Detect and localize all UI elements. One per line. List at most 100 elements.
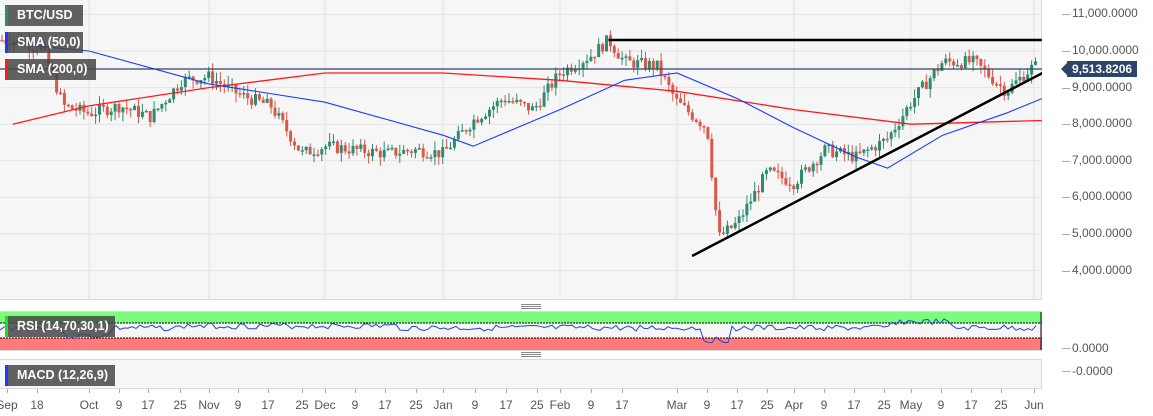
time-axis-tick [37, 389, 38, 393]
rsi-canvas[interactable] [0, 0, 1042, 416]
time-axis-label: Jun [1024, 398, 1044, 412]
rsi-axis-tick [1062, 348, 1070, 349]
legend-instrument[interactable]: BTC/USD [5, 5, 83, 26]
macd-pane-resize-handle[interactable] [521, 352, 541, 357]
time-axis-label: 25 [173, 398, 187, 412]
legend-sma200[interactable]: SMA (200,0) [5, 59, 96, 80]
time-axis-tick [794, 389, 795, 393]
time-axis-label: 9 [234, 398, 242, 412]
time-axis-label: 18 [30, 398, 44, 412]
time-axis-tick [560, 389, 561, 393]
time-axis-tick [911, 389, 912, 393]
macd-pane[interactable] [0, 359, 1042, 389]
price-axis-tick [1062, 270, 1070, 272]
price-axis-tick [1062, 197, 1070, 199]
price-axis-label: 8,000.0000 [1072, 116, 1133, 131]
time-axis-tick [325, 389, 326, 393]
time-axis-tick [537, 389, 538, 393]
time-axis-label: 17 [261, 398, 275, 412]
sma50-label: SMA (50,0) [17, 35, 81, 49]
time-axis-label: 17 [847, 398, 861, 412]
time-axis-label: Dec [314, 398, 336, 412]
time-axis-label: May [899, 398, 923, 412]
time-axis-tick [119, 389, 120, 393]
time-axis-label: Oct [79, 398, 99, 412]
legend-sma50[interactable]: SMA (50,0) [5, 32, 83, 53]
time-axis-tick [767, 389, 768, 393]
price-axis-label: 10,000.0000 [1072, 43, 1139, 57]
time-axis-tick [209, 389, 210, 393]
time-axis-tick [737, 389, 738, 393]
time-axis-label: 17 [615, 398, 629, 412]
time-axis-tick [443, 389, 444, 393]
time-axis-label: Jan [433, 398, 453, 412]
instrument-label: BTC/USD [17, 8, 73, 22]
time-axis-tick [238, 389, 239, 393]
legend-rsi[interactable]: RSI (14,70,30,1) [5, 316, 115, 337]
price-axis-label: 11,000.0000 [1072, 6, 1138, 21]
time-axis-tick [302, 389, 303, 393]
time-axis-label: 9 [351, 398, 359, 412]
price-axis-tick [1062, 87, 1070, 89]
price-axis-tick [1062, 14, 1070, 16]
time-axis-label: 9 [471, 398, 479, 412]
sma200-color-marker [5, 59, 8, 80]
time-axis-tick [180, 389, 181, 393]
time-axis-label: 17 [378, 398, 392, 412]
price-axis-label: 6,000.0000 [1072, 189, 1133, 204]
sma50-color-marker [5, 32, 8, 53]
time-axis-tick [707, 389, 708, 393]
rsi-label: RSI (14,70,30,1) [17, 319, 109, 333]
time-axis-tick [824, 389, 825, 393]
time-axis-label: 25 [877, 398, 891, 412]
time-axis-tick [416, 389, 417, 393]
time-axis-label: Nov [198, 398, 220, 412]
rsi-color-marker [5, 316, 8, 337]
time-axis-label: Sep [0, 398, 18, 412]
price-axis-label: 7,000.0000 [1072, 152, 1133, 167]
time-axis-tick [1034, 389, 1035, 393]
time-axis-tick [268, 389, 269, 393]
time-axis-tick [89, 389, 90, 393]
time-axis-tick [677, 389, 678, 393]
time-axis-tick [355, 389, 356, 393]
time-axis-label: 17 [141, 398, 155, 412]
legend-macd[interactable]: MACD (12,26,9) [5, 365, 115, 386]
rsi-pane-resize-handle[interactable] [521, 304, 541, 309]
rsi-axis-label: 0.0000 [1072, 341, 1109, 355]
sma200-label: SMA (200,0) [17, 62, 88, 76]
time-axis-label: 25 [530, 398, 544, 412]
time-axis-label: 9 [937, 398, 945, 412]
instrument-color-marker [5, 5, 8, 26]
time-axis-tick [475, 389, 476, 393]
macd-axis-label: -0.0000 [1072, 364, 1113, 378]
price-axis-label: 9,000.0000 [1072, 79, 1133, 94]
time-axis-label: Feb [549, 398, 571, 412]
price-axis-tick [1062, 51, 1070, 52]
time-axis-label: 25 [760, 398, 774, 412]
time-axis-label: 25 [295, 398, 309, 412]
time-axis-tick [941, 389, 942, 393]
time-axis-label: 17 [499, 398, 513, 412]
time-axis-tick [1001, 389, 1002, 393]
price-axis-label: 4,000.0000 [1072, 262, 1133, 277]
macd-label: MACD (12,26,9) [17, 368, 108, 382]
time-axis-tick [506, 389, 507, 393]
price-axis-tick [1062, 160, 1070, 162]
time-axis-tick [971, 389, 972, 393]
time-axis-tick [7, 389, 8, 393]
time-axis-label: 9 [820, 398, 828, 412]
time-axis-label: 17 [730, 398, 744, 412]
time-axis-label: Apr [784, 398, 804, 412]
time-axis-label: 9 [703, 398, 711, 412]
price-chart-canvas[interactable] [0, 0, 1042, 300]
time-axis-label: Mar [666, 398, 688, 412]
macd-color-marker [5, 365, 8, 386]
current-price-tag: 9,513.8206 [1060, 61, 1138, 77]
time-axis-label: 9 [587, 398, 595, 412]
price-axis-label: 5,000.0000 [1072, 226, 1133, 240]
time-axis-tick [148, 389, 149, 393]
time-axis-label: 17 [964, 398, 978, 412]
time-axis-tick [622, 389, 623, 393]
time-axis-label: 25 [994, 398, 1008, 412]
